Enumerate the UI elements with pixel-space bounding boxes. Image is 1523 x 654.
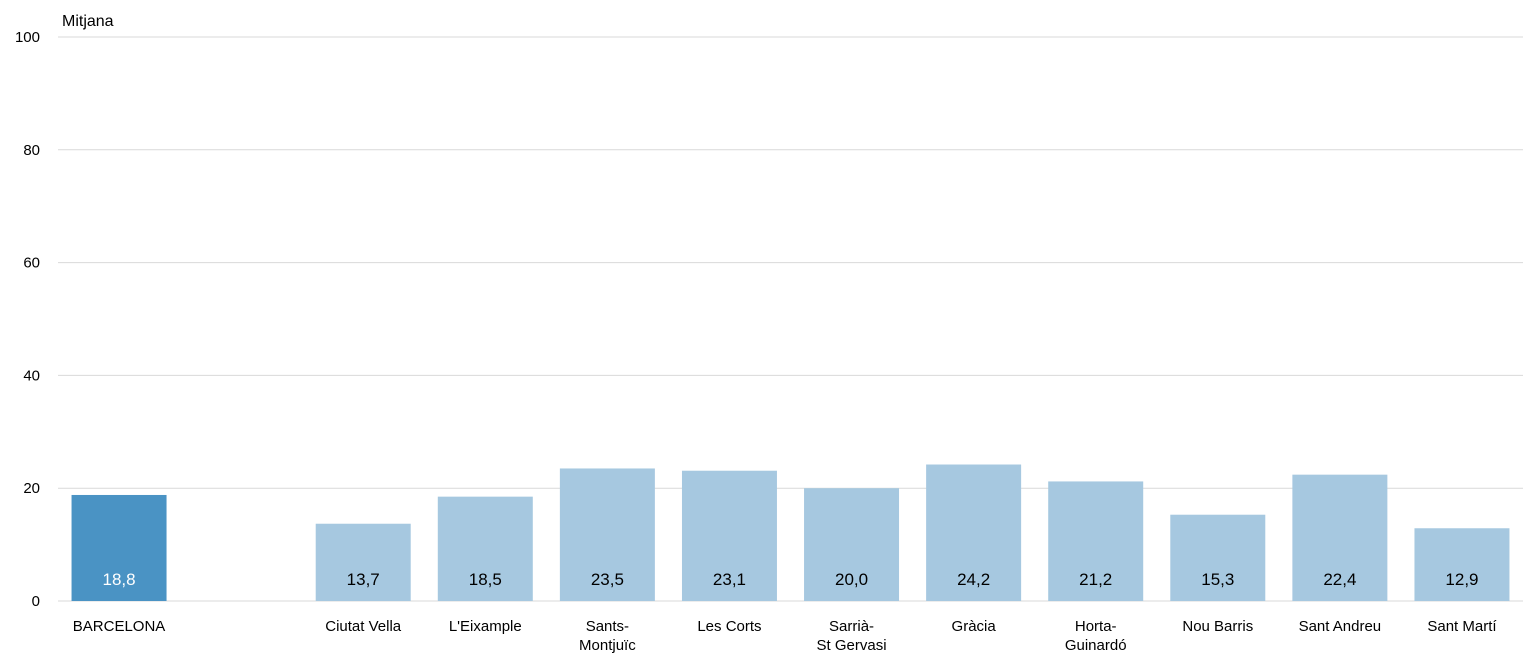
x-tick-label: Montjuïc (579, 637, 636, 654)
x-tick-label: Guinardó (1065, 637, 1127, 654)
x-tick-label: Sant Andreu (1299, 618, 1382, 635)
x-tick-label: Les Corts (697, 618, 761, 635)
y-tick-label: 60 (23, 255, 40, 272)
value-label: 12,9 (1445, 570, 1478, 589)
y-tick-label: 40 (23, 367, 40, 384)
y-axis-ticks: 0 20 40 60 80 100 (15, 29, 40, 610)
x-tick-label: Gràcia (952, 618, 997, 635)
x-tick-label: St Gervasi (817, 637, 887, 654)
value-label: 13,7 (347, 570, 380, 589)
bars (71, 464, 1510, 601)
x-tick-label: Ciutat Vella (325, 618, 402, 635)
bar (1414, 528, 1510, 601)
x-tick-label: Horta- (1075, 618, 1117, 635)
value-label: 18,8 (102, 570, 135, 589)
bar (1048, 481, 1144, 601)
bar (71, 494, 167, 601)
bar (681, 470, 777, 601)
y-tick-label: 20 (23, 480, 40, 497)
value-label: 23,5 (591, 570, 624, 589)
y-tick-label: 80 (23, 142, 40, 159)
y-axis-label: Mitjana (62, 13, 114, 30)
y-tick-label: 0 (32, 593, 40, 610)
bar (559, 468, 655, 601)
bar (1170, 514, 1266, 601)
value-labels: 18,8 13,7 18,5 23,5 23,1 20,0 24,2 21,2 15,3 22,4… (102, 570, 1478, 589)
bar (315, 523, 411, 601)
bar (1292, 474, 1388, 601)
y-tick-label: 100 (15, 29, 40, 46)
value-label: 20,0 (835, 570, 868, 589)
value-label: 22,4 (1323, 570, 1356, 589)
x-tick-label: Sant Martí (1427, 618, 1497, 635)
value-label: 21,2 (1079, 570, 1112, 589)
x-tick-label: Sants- (586, 618, 629, 635)
value-label: 15,3 (1201, 570, 1234, 589)
value-label: 18,5 (469, 570, 502, 589)
bar (926, 464, 1022, 601)
value-label: 23,1 (713, 570, 746, 589)
value-label: 24,2 (957, 570, 990, 589)
bar (437, 496, 533, 601)
x-tick-label: Sarrià- (829, 618, 874, 635)
x-tick-label: Nou Barris (1182, 618, 1253, 635)
bar (804, 488, 900, 601)
x-tick-label: L'Eixample (449, 618, 522, 635)
x-tick-label: BARCELONA (73, 618, 166, 635)
category-labels: BARCELONA Ciutat Vella L'Eixample Sants- Mon… (73, 618, 1498, 654)
gridlines (58, 36, 1523, 602)
